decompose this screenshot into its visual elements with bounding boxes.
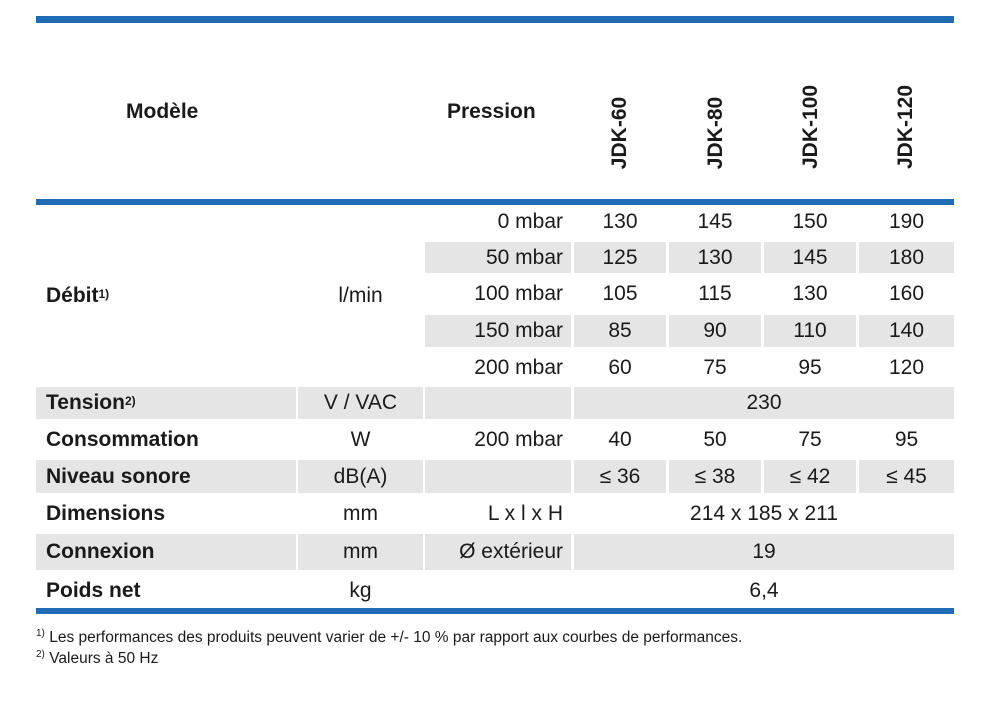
- top-rule: [36, 16, 954, 23]
- consommation-value: 50: [703, 428, 727, 451]
- connexion-label: Connexion: [36, 534, 296, 570]
- footnote-1: 1) Les performances des produits peuvent…: [36, 628, 743, 646]
- consommation-value: 40: [608, 428, 632, 451]
- debit-pressure-0: 0 mbar: [497, 210, 563, 233]
- debit-unit: l/min: [338, 284, 383, 307]
- niveau-value: ≤ 45: [859, 460, 954, 493]
- debit-value: 160: [888, 282, 925, 305]
- poids-label: Poids net: [46, 579, 141, 602]
- model-header-jdk120: JDK-120: [894, 84, 917, 170]
- connexion-pressure: Ø extérieur: [425, 534, 571, 570]
- consommation-label: Consommation: [46, 428, 199, 451]
- debit-value: 120: [888, 355, 925, 379]
- debit-value: 75: [703, 355, 727, 379]
- bottom-rule: [36, 608, 954, 614]
- debit-pressure-150: 150 mbar: [425, 315, 571, 347]
- consommation-value: 75: [798, 428, 822, 451]
- connexion-value: 19: [574, 534, 954, 570]
- debit-label: Débit 1): [46, 284, 110, 307]
- tension-pressure-empty: [425, 387, 571, 419]
- model-header: Modèle: [126, 100, 199, 123]
- debit-value: 180: [859, 242, 954, 273]
- debit-value: 130: [602, 210, 638, 233]
- debit-value: 125: [574, 242, 666, 273]
- poids-value: 6,4: [749, 579, 779, 602]
- dimensions-pressure: L x l x H: [487, 502, 563, 525]
- pressure-header: Pression: [447, 100, 536, 123]
- dimensions-label: Dimensions: [46, 502, 166, 525]
- debit-value: 190: [888, 210, 925, 233]
- model-header-jdk60: JDK-60: [608, 96, 631, 170]
- debit-value: 145: [697, 210, 733, 233]
- dimensions-unit: mm: [343, 502, 378, 525]
- debit-value: 145: [764, 242, 856, 273]
- connexion-unit: mm: [298, 534, 423, 570]
- model-header-jdk100: JDK-100: [799, 84, 822, 170]
- debit-pressure-50: 50 mbar: [425, 242, 571, 273]
- footnote-2: 2) Valeurs à 50 Hz: [36, 649, 159, 667]
- niveau-value: ≤ 38: [669, 460, 761, 493]
- dimensions-value: 214 x 185 x 211: [690, 502, 838, 525]
- header-rule: [36, 199, 954, 205]
- tension-value: 230: [574, 387, 954, 419]
- niveau-value: ≤ 36: [574, 460, 666, 493]
- niveau-pressure-empty: [425, 460, 571, 493]
- debit-value: 90: [669, 315, 761, 347]
- debit-value: 95: [798, 355, 822, 379]
- debit-value: 110: [764, 315, 856, 347]
- debit-value: 85: [574, 315, 666, 347]
- tension-unit: V / VAC: [298, 387, 423, 419]
- debit-value: 130: [792, 282, 828, 305]
- niveau-label: Niveau sonore: [36, 460, 296, 493]
- poids-unit: kg: [349, 579, 372, 602]
- tension-label: Tension 2): [36, 387, 296, 419]
- poids-pressure-empty: [425, 573, 571, 609]
- debit-value: 140: [859, 315, 954, 347]
- consommation-unit: W: [350, 428, 371, 451]
- debit-value: 60: [608, 355, 632, 379]
- consommation-value: 95: [894, 428, 919, 451]
- niveau-unit: dB(A): [298, 460, 423, 493]
- debit-value: 150: [792, 210, 828, 233]
- debit-value: 105: [602, 282, 638, 305]
- model-header-jdk80: JDK-80: [704, 96, 727, 170]
- debit-value: 115: [698, 282, 732, 305]
- consommation-pressure: 200 mbar: [474, 428, 563, 451]
- debit-pressure-200: 200 mbar: [474, 355, 563, 379]
- debit-pressure-100: 100 mbar: [474, 282, 563, 305]
- niveau-value: ≤ 42: [764, 460, 856, 493]
- debit-value: 130: [669, 242, 761, 273]
